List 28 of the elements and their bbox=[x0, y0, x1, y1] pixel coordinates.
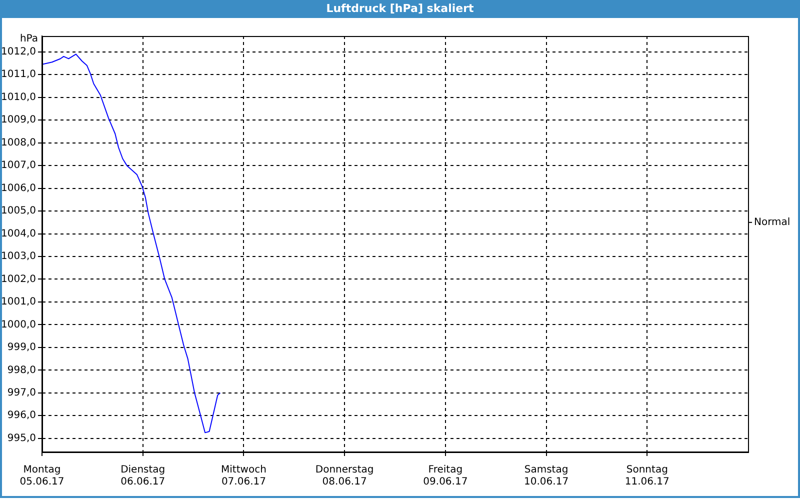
y-tick-label: 1008,0 bbox=[1, 137, 36, 148]
chart-title: Luftdruck [hPa] skaliert bbox=[2, 0, 798, 18]
y-tick-label: 1010,0 bbox=[1, 92, 36, 103]
y-tick-label: 1007,0 bbox=[1, 160, 36, 172]
y-axis-title: hPa bbox=[20, 34, 38, 45]
y-tick-label: 1000,0 bbox=[1, 319, 36, 330]
y-tick-label: 1003,0 bbox=[1, 251, 36, 262]
y-tick-label: 1004,0 bbox=[1, 228, 36, 240]
x-tick-label: Samstag 10.06.17 bbox=[524, 464, 569, 488]
y-tick-label: 997,0 bbox=[7, 387, 36, 398]
y-tick-label: 1005,0 bbox=[1, 206, 36, 217]
y-tick-label: 1012,0 bbox=[1, 46, 36, 58]
x-tick-label: Donnerstag 08.06.17 bbox=[315, 464, 374, 488]
ref-line-label: Normal bbox=[754, 217, 790, 228]
y-tick-label: 996,0 bbox=[7, 410, 36, 422]
y-tick-label: 1001,0 bbox=[1, 296, 36, 308]
y-tick-label: 999,0 bbox=[7, 342, 36, 354]
y-tick-label: 998,0 bbox=[7, 364, 36, 376]
y-tick-label: 1006,0 bbox=[1, 182, 36, 194]
y-tick-label: 1009,0 bbox=[1, 114, 36, 126]
y-tick-label: 1002,0 bbox=[1, 274, 36, 285]
x-tick-label: Sonntag 11.06.17 bbox=[624, 464, 670, 488]
y-tick-label: 1011,0 bbox=[1, 69, 36, 80]
x-tick-label: Freitag 09.06.17 bbox=[423, 464, 468, 488]
x-tick-label: Dienstag 06.06.17 bbox=[120, 464, 166, 488]
x-tick-label: Mittwoch 07.06.17 bbox=[221, 464, 266, 488]
x-tick-label: Montag 05.06.17 bbox=[20, 464, 64, 488]
y-tick-label: 995,0 bbox=[7, 432, 36, 444]
